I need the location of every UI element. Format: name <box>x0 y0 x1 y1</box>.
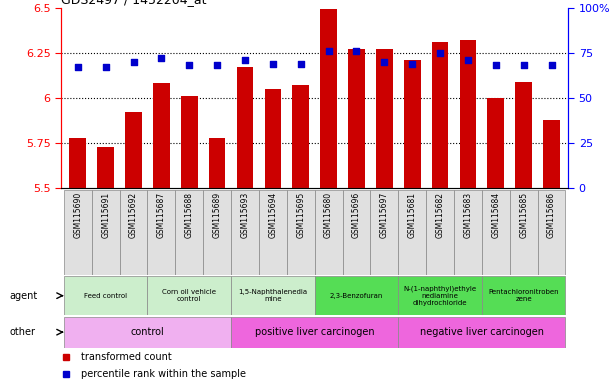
Text: GSM115682: GSM115682 <box>436 192 445 238</box>
Bar <box>398 276 482 315</box>
Point <box>156 55 166 61</box>
Bar <box>259 190 287 275</box>
Bar <box>376 49 393 384</box>
Bar <box>543 119 560 384</box>
Bar <box>293 85 309 384</box>
Text: GSM115683: GSM115683 <box>463 192 472 238</box>
Point <box>240 57 250 63</box>
Text: GSM115697: GSM115697 <box>380 192 389 238</box>
Point <box>519 62 529 68</box>
Bar <box>125 113 142 384</box>
Point <box>73 64 82 70</box>
Point <box>547 62 557 68</box>
Bar <box>231 190 259 275</box>
Point <box>296 61 306 67</box>
Text: agent: agent <box>9 291 37 301</box>
Bar <box>265 89 281 384</box>
Bar <box>147 190 175 275</box>
Text: GSM115693: GSM115693 <box>241 192 249 238</box>
Bar <box>231 317 398 348</box>
Text: GSM115690: GSM115690 <box>73 192 82 238</box>
Text: Pentachloronitroben
zene: Pentachloronitroben zene <box>488 289 559 302</box>
Bar <box>370 190 398 275</box>
Bar <box>482 276 565 315</box>
Bar <box>97 147 114 384</box>
Bar <box>231 276 315 315</box>
Bar <box>398 190 426 275</box>
Point <box>185 62 194 68</box>
Text: Feed control: Feed control <box>84 293 127 299</box>
Text: GDS2497 / 1452204_at: GDS2497 / 1452204_at <box>61 0 207 7</box>
Text: Corn oil vehicle
control: Corn oil vehicle control <box>163 289 216 302</box>
Point <box>212 62 222 68</box>
Text: 2,3-Benzofuran: 2,3-Benzofuran <box>330 293 383 299</box>
Point <box>435 50 445 56</box>
Point <box>101 64 111 70</box>
Point <box>491 62 500 68</box>
Point <box>324 48 334 54</box>
Bar <box>315 190 343 275</box>
Point <box>129 59 139 65</box>
Text: GSM115689: GSM115689 <box>213 192 222 238</box>
Text: control: control <box>131 327 164 337</box>
Text: GSM115695: GSM115695 <box>296 192 306 238</box>
Bar <box>92 190 120 275</box>
Point <box>463 57 473 63</box>
Bar <box>488 98 504 384</box>
Text: GSM115692: GSM115692 <box>129 192 138 238</box>
Bar <box>459 40 477 384</box>
Point <box>268 61 278 67</box>
Text: percentile rank within the sample: percentile rank within the sample <box>81 369 246 379</box>
Text: transformed count: transformed count <box>81 352 172 362</box>
Bar <box>348 49 365 384</box>
Text: GSM115681: GSM115681 <box>408 192 417 238</box>
Point <box>379 59 389 65</box>
Bar <box>482 190 510 275</box>
Text: GSM115688: GSM115688 <box>185 192 194 238</box>
Bar <box>538 190 565 275</box>
Bar <box>153 83 170 384</box>
Bar <box>175 190 203 275</box>
Text: positive liver carcinogen: positive liver carcinogen <box>255 327 375 337</box>
Bar <box>209 137 225 384</box>
Bar <box>432 42 448 384</box>
Text: GSM115685: GSM115685 <box>519 192 528 238</box>
Text: GSM115684: GSM115684 <box>491 192 500 238</box>
Bar <box>64 317 231 348</box>
Text: GSM115686: GSM115686 <box>547 192 556 238</box>
Bar <box>70 137 86 384</box>
Text: GSM115687: GSM115687 <box>157 192 166 238</box>
Bar <box>398 317 565 348</box>
Point <box>351 48 361 54</box>
Text: GSM115694: GSM115694 <box>268 192 277 238</box>
Text: GSM115691: GSM115691 <box>101 192 110 238</box>
Bar <box>510 190 538 275</box>
Bar <box>315 276 398 315</box>
Bar <box>236 67 254 384</box>
Bar <box>343 190 370 275</box>
Bar <box>287 190 315 275</box>
Bar <box>181 96 197 384</box>
Point <box>408 61 417 67</box>
Text: N-(1-naphthyl)ethyle
nediamine
dihydrochloride: N-(1-naphthyl)ethyle nediamine dihydroch… <box>403 285 477 306</box>
Bar <box>426 190 454 275</box>
Bar <box>320 10 337 384</box>
Bar <box>203 190 231 275</box>
Text: negative liver carcinogen: negative liver carcinogen <box>420 327 544 337</box>
Text: GSM115696: GSM115696 <box>352 192 361 238</box>
Text: GSM115680: GSM115680 <box>324 192 333 238</box>
Bar <box>147 276 231 315</box>
Bar <box>64 190 92 275</box>
Bar <box>120 190 147 275</box>
Bar <box>515 82 532 384</box>
Bar <box>454 190 482 275</box>
Text: other: other <box>9 327 35 337</box>
Bar <box>404 60 420 384</box>
Bar <box>64 276 147 315</box>
Text: 1,5-Naphthalenedia
mine: 1,5-Naphthalenedia mine <box>238 289 307 302</box>
